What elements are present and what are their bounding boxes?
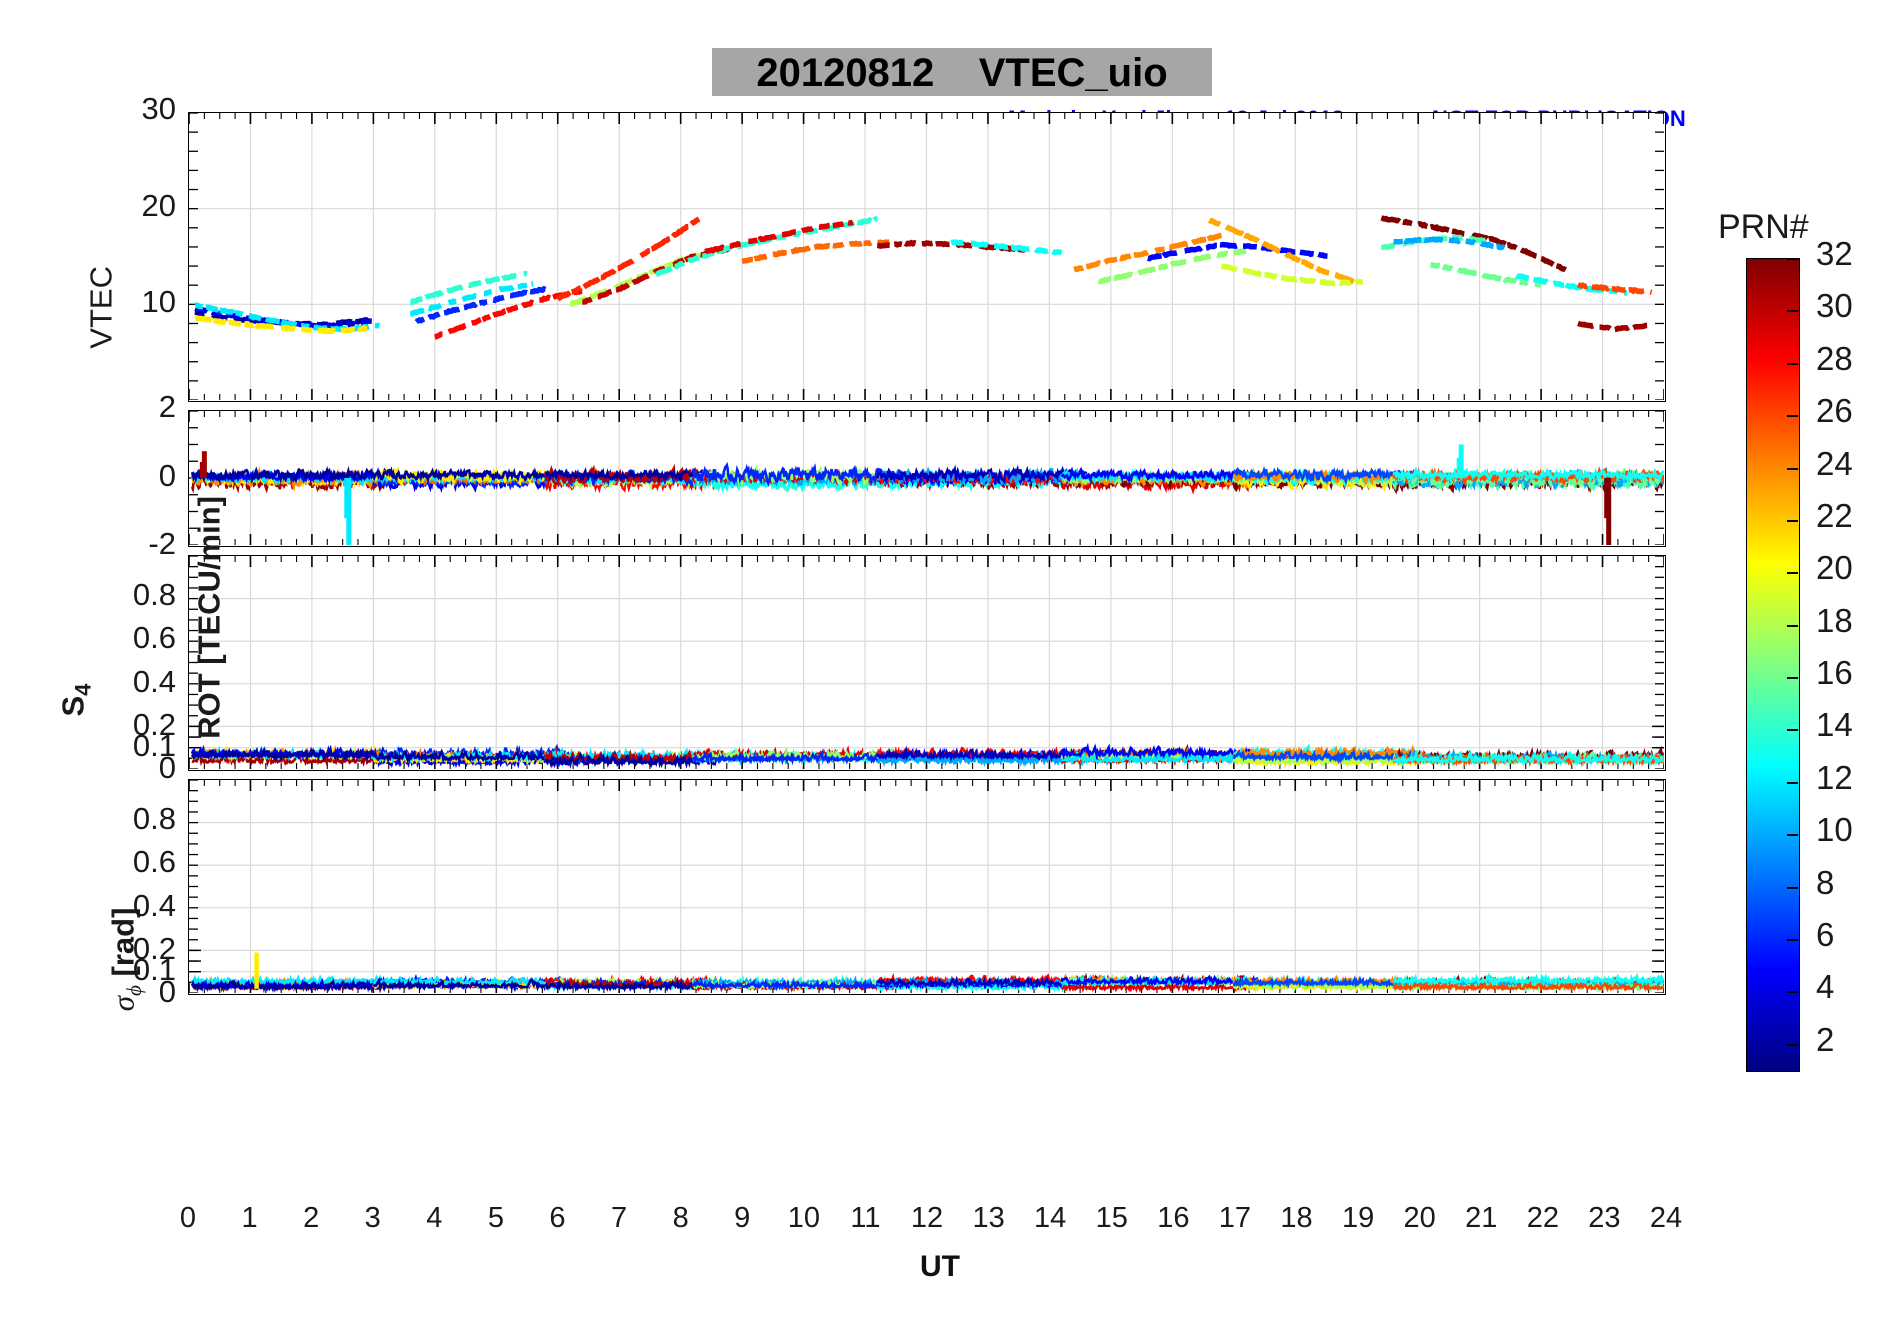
- colorbar-tick-mark: [1787, 939, 1798, 942]
- x-tick-label: 15: [1095, 1202, 1128, 1234]
- colorbar-title: PRN#: [1718, 208, 1809, 246]
- y-tick-label: 0.8: [132, 801, 176, 837]
- y-tick-label: 0.1: [132, 728, 176, 764]
- y-tick-label: 0.6: [132, 844, 176, 880]
- y-tick-label: 0: [158, 974, 176, 1009]
- plot-surface: [189, 113, 1664, 400]
- colorbar-tick-label: 16: [1816, 654, 1853, 692]
- plot-surface: [189, 556, 1664, 769]
- panel-rot: [188, 410, 1666, 547]
- colorbar-tick-label: 4: [1816, 968, 1835, 1006]
- colorbar-tick-label: 24: [1816, 444, 1853, 482]
- ylabel-rot: ROT [TECU/min]: [191, 496, 227, 739]
- colorbar-tick-label: 14: [1816, 706, 1853, 744]
- y-tick-label: 0.2: [132, 930, 176, 966]
- colorbar-tick-mark: [1787, 310, 1798, 313]
- x-tick-label: 23: [1588, 1202, 1621, 1234]
- y-tick-label: 0.6: [132, 620, 176, 656]
- y-tick-label: 20: [141, 187, 176, 223]
- colorbar-tick-mark: [1787, 834, 1798, 837]
- x-tick-label: 8: [672, 1202, 689, 1234]
- x-tick-label: 24: [1649, 1202, 1683, 1234]
- panel-vtec: [188, 112, 1666, 402]
- y-tick-label: 0.2: [132, 706, 176, 742]
- x-tick-label: 19: [1341, 1202, 1375, 1234]
- x-tick-label: 14: [1034, 1202, 1067, 1234]
- colorbar[interactable]: [1746, 258, 1800, 1072]
- x-tick-label: 16: [1157, 1202, 1190, 1234]
- colorbar-tick-label: 2: [1816, 1020, 1835, 1058]
- y-tick-label: 30: [141, 91, 176, 126]
- colorbar-tick-label: 10: [1816, 811, 1853, 849]
- x-tick-label: 12: [910, 1202, 944, 1234]
- colorbar-tick-mark: [1787, 991, 1798, 994]
- x-tick-label: 3: [364, 1202, 381, 1234]
- panel-s4: [188, 555, 1666, 771]
- colorbar-tick-mark: [1787, 677, 1798, 680]
- x-tick-label: 0: [179, 1202, 197, 1234]
- x-tick-label: 18: [1280, 1202, 1313, 1234]
- x-tick-label: 10: [787, 1202, 820, 1234]
- colorbar-tick-mark: [1787, 415, 1798, 418]
- y-tick-label: 10: [141, 284, 176, 320]
- x-tick-label: 13: [972, 1202, 1005, 1234]
- x-tick-label: 6: [549, 1202, 566, 1234]
- colorbar-tick-label: 6: [1816, 916, 1835, 954]
- plot-surface: [189, 411, 1664, 545]
- panel-sigma-phi: [188, 779, 1666, 995]
- x-tick-label: 17: [1218, 1202, 1252, 1234]
- colorbar-tick-mark: [1787, 258, 1798, 260]
- colorbar-tick-mark: [1787, 729, 1798, 732]
- x-tick-label: 5: [487, 1202, 504, 1234]
- colorbar-tick-label: 30: [1816, 287, 1853, 325]
- title-background: [712, 48, 1212, 96]
- page-title: 20120812 VTEC_uio: [756, 50, 1168, 95]
- x-tick-label: 21: [1465, 1202, 1498, 1234]
- colorbar-tick-mark: [1787, 886, 1798, 889]
- colorbar-tick-mark: [1787, 572, 1798, 575]
- colorbar-tick-mark: [1787, 1043, 1798, 1046]
- colorbar-tick-label: 26: [1816, 392, 1853, 430]
- y-tick-label: 2: [158, 389, 176, 424]
- colorbar-tick-label: 22: [1816, 496, 1853, 534]
- y-tick-label: 0.4: [132, 663, 176, 699]
- y-tick-label: -2: [148, 526, 176, 561]
- x-tick-label: 9: [734, 1202, 751, 1234]
- colorbar-tick-mark: [1787, 362, 1798, 365]
- x-tick-label: 11: [850, 1202, 881, 1234]
- plot-surface: [189, 780, 1664, 993]
- y-tick-label: 0: [158, 457, 176, 493]
- colorbar-tick-label: 28: [1816, 339, 1853, 377]
- colorbar-tick-label: 32: [1816, 235, 1853, 272]
- x-tick-label: 4: [426, 1202, 443, 1234]
- colorbar-tick-mark: [1787, 781, 1798, 784]
- xlabel-ut: UT: [920, 1250, 960, 1283]
- colorbar-tick-mark: [1787, 519, 1798, 522]
- colorbar-tick-label: 12: [1816, 758, 1853, 796]
- y-tick-label: 0.8: [132, 577, 176, 613]
- colorbar-tick-mark: [1787, 624, 1798, 627]
- colorbar-tick-label: 20: [1816, 549, 1853, 587]
- x-tick-label: 20: [1403, 1202, 1436, 1234]
- y-tick-label: 0.1: [132, 952, 176, 988]
- y-tick-label: 0.4: [132, 887, 176, 923]
- colorbar-tick-label: 18: [1816, 601, 1853, 639]
- colorbar-tick-mark: [1787, 467, 1798, 470]
- x-tick-label: 7: [611, 1202, 628, 1234]
- x-tick-label: 22: [1526, 1202, 1559, 1234]
- x-tick-label: 2: [303, 1202, 320, 1234]
- y-tick-label: 0: [158, 750, 176, 785]
- x-tick-label: 1: [241, 1202, 258, 1234]
- colorbar-tick-label: 8: [1816, 863, 1835, 901]
